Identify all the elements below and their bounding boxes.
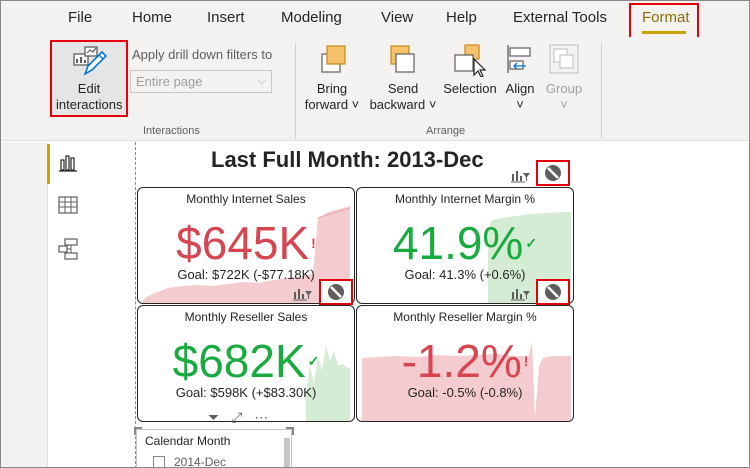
calendar-month-slicer[interactable]: Calendar Month 2014-Dec <box>136 429 292 468</box>
sparkline-internet-sales <box>143 206 351 303</box>
slicer-title: Calendar Month <box>145 434 231 448</box>
card-value-text: $645K <box>176 217 310 269</box>
sparkline-reseller-sales <box>306 346 350 421</box>
card-title: Monthly Reseller Margin % <box>393 310 537 324</box>
filter-icon[interactable]: ⏷ <box>208 409 220 425</box>
ribbon-separator <box>601 43 602 139</box>
align-text: Align <box>505 81 535 96</box>
more-options-icon[interactable]: ⋯ <box>254 409 269 425</box>
card-value: $645K! <box>138 220 354 266</box>
tab-external-tools[interactable]: External Tools <box>513 9 607 26</box>
tab-format[interactable]: Format <box>642 9 690 26</box>
card-value: 41.9% ✓ <box>357 220 573 266</box>
focus-mode-icon[interactable]: ⤢ <box>231 409 243 425</box>
card-goal: Goal: -0.5% (-0.8%) <box>407 385 523 400</box>
interactions-group-label: Interactions <box>143 125 200 137</box>
card-value-text: $682K <box>172 335 306 387</box>
ribbon-separator <box>295 43 296 139</box>
bring-forward-label[interactable]: Bring forward ˅ <box>304 81 360 113</box>
none-interaction-button[interactable] <box>536 160 570 186</box>
edit-interactions-line2: interactions <box>56 97 123 112</box>
align-label[interactable]: Align ˅ <box>501 81 539 113</box>
bring-forward-line2: forward <box>304 97 349 112</box>
filter-interaction-icon[interactable] <box>293 285 313 301</box>
tab-modeling[interactable]: Modeling <box>281 9 342 26</box>
status-warning-icon: ! <box>523 353 529 369</box>
chevron-down-icon: ˅ <box>348 97 360 112</box>
pane-divider <box>47 142 48 467</box>
none-interaction-button[interactable] <box>319 279 353 305</box>
canvas-boundary <box>135 142 136 467</box>
format-tab-highlight <box>629 3 699 41</box>
chevron-down-icon: ⌵ <box>257 75 266 87</box>
model-view-icon[interactable] <box>56 238 82 260</box>
chevron-down-icon: ˅ <box>560 97 568 112</box>
data-view-icon[interactable] <box>56 195 82 217</box>
tab-help[interactable]: Help <box>446 9 477 26</box>
slicer-scrollbar[interactable] <box>284 438 290 467</box>
status-warning-icon: ! <box>311 235 316 251</box>
bring-forward-line1: Bring <box>316 81 348 96</box>
none-interaction-icon <box>545 165 561 181</box>
active-view-indicator <box>47 144 50 184</box>
arrange-group-label: Arrange <box>426 125 466 137</box>
status-check-icon: ✓ <box>525 235 538 251</box>
status-check-icon: ✓ <box>307 353 320 369</box>
card-title: Monthly Internet Margin % <box>394 192 536 206</box>
chevron-down-icon: ˅ <box>516 97 524 112</box>
card-goal: Goal: $722K (-$77.18K) <box>177 267 315 282</box>
drill-filters-value: Entire page <box>136 74 203 89</box>
send-backward-icon[interactable] <box>388 44 416 76</box>
kpi-card-internet-sales[interactable]: Monthly Internet Sales $645K! Goal: $722… <box>137 187 355 304</box>
card-goal: Goal: $598K (+$83.30K) <box>175 385 317 400</box>
send-backward-label[interactable]: Send backward ˅ <box>368 81 438 113</box>
none-interaction-button[interactable] <box>536 279 570 305</box>
edit-interactions-line1: Edit <box>77 81 101 96</box>
card-title: Monthly Internet Sales <box>186 192 306 206</box>
slicer-checkbox[interactable] <box>153 456 165 467</box>
kpi-card-reseller-sales[interactable]: Monthly Reseller Sales $682K ✓ Goal: $598… <box>137 305 355 422</box>
kpi-card-reseller-margin[interactable]: Monthly Reseller Margin % -1.2%! Goal: -… <box>356 305 574 422</box>
card-value-text: 41.9% <box>392 217 524 269</box>
sparkline-reseller-margin <box>362 341 571 421</box>
selection-handle[interactable] <box>286 427 294 435</box>
report-title: Last Full Month: 2013-Dec <box>211 147 484 172</box>
card-goal: Goal: 41.3% (+0.6%) <box>404 267 526 282</box>
card-value: $682K ✓ <box>138 338 354 384</box>
kpi-card-internet-margin[interactable]: Monthly Internet Margin % 41.9% ✓ Goal: 4… <box>356 187 574 304</box>
active-tab-indicator <box>642 31 686 34</box>
tab-insert[interactable]: Insert <box>207 9 245 26</box>
group-icon <box>549 44 579 74</box>
card-value: -1.2%! <box>357 338 573 384</box>
none-interaction-icon <box>328 284 344 300</box>
edit-interactions-label: Edit interactions <box>56 81 122 113</box>
filter-interaction-icon[interactable] <box>511 285 531 301</box>
filter-interaction-icon[interactable] <box>511 167 531 183</box>
visual-header: ⏷ ⤢ ⋯ <box>208 409 268 426</box>
send-backward-line2: backward <box>369 97 426 112</box>
group-text: Group <box>545 81 583 96</box>
view-switcher <box>1 142 47 467</box>
slicer-item-label: 2014-Dec <box>174 455 227 468</box>
bring-forward-icon[interactable] <box>319 44 347 76</box>
card-value-text: -1.2% <box>401 335 522 387</box>
none-interaction-icon <box>545 284 561 300</box>
tab-view[interactable]: View <box>381 9 414 26</box>
send-backward-line1: Send <box>387 81 419 96</box>
tab-file[interactable]: File <box>68 9 93 26</box>
selection-handle[interactable] <box>134 427 142 435</box>
drill-filters-label: Apply drill down filters to <box>132 47 273 62</box>
align-icon[interactable] <box>504 43 534 75</box>
edit-interactions-icon <box>73 46 108 76</box>
group-label: Group ˅ <box>541 81 587 113</box>
selection-pane-icon[interactable] <box>452 43 488 77</box>
ribbon-tabs: File Home Insert Modeling View Help Exte… <box>1 1 749 41</box>
tab-home[interactable]: Home <box>132 9 173 26</box>
chevron-down-icon: ˅ <box>425 97 437 112</box>
card-title: Monthly Reseller Sales <box>184 310 308 324</box>
drill-filters-dropdown[interactable]: Entire page ⌵ <box>130 70 272 93</box>
selection-label[interactable]: Selection <box>443 81 497 96</box>
report-view-icon[interactable] <box>56 152 82 174</box>
